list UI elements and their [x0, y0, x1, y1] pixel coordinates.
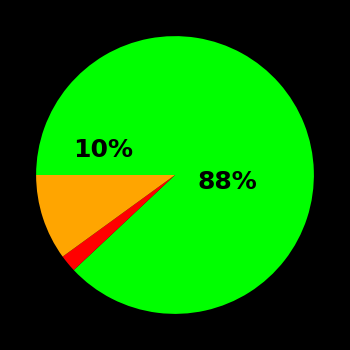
Wedge shape [36, 175, 175, 257]
Wedge shape [36, 36, 314, 314]
Wedge shape [63, 175, 175, 270]
Text: 10%: 10% [73, 138, 133, 162]
Text: 88%: 88% [198, 170, 258, 194]
